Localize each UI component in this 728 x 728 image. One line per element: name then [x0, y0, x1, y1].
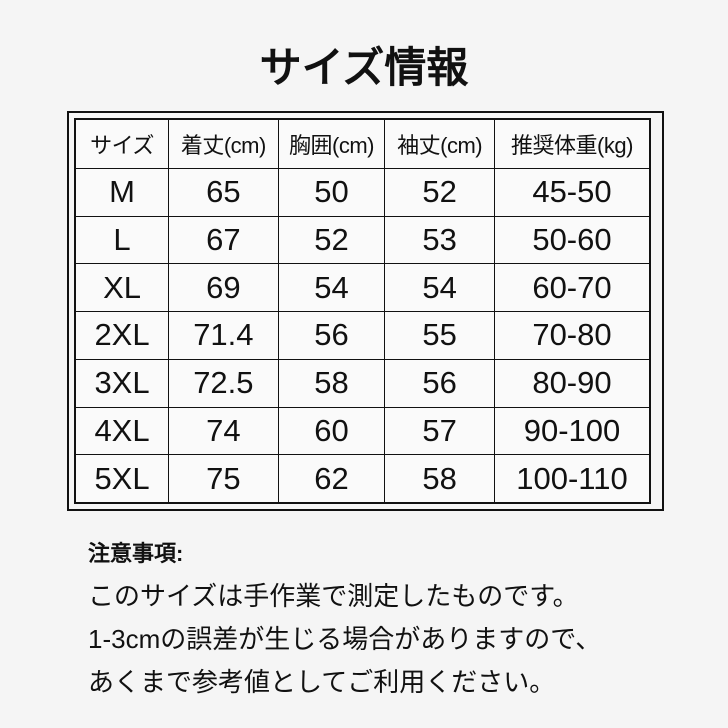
table-cell: 72.5: [168, 358, 279, 408]
table-cell: 56: [277, 311, 386, 360]
table-frame: サイズ 着丈(cm) 胸囲(cm) 袖丈(cm) 推奨体重(kg) M 65 50 52 45-…: [67, 111, 664, 511]
table-cell: 58: [277, 358, 386, 408]
table-cell: 55: [384, 311, 495, 360]
table-cell: 69: [168, 263, 279, 313]
table-cell: 56: [384, 358, 495, 408]
table-cell: XL: [74, 263, 170, 313]
table-cell: M: [74, 168, 170, 217]
table-cell: 50-60: [493, 215, 651, 265]
table-cell: 54: [277, 263, 386, 313]
table-cell: 100-110: [493, 454, 651, 504]
table-cell: 52: [384, 168, 495, 217]
table-cell: 75: [168, 454, 279, 504]
column-header: 袖丈(cm): [384, 118, 495, 169]
table-cell: 65: [168, 168, 279, 217]
table-body: M 65 50 52 45-50 L 67 52 53 50-60 XL 69 54 54 60-70 2XL…: [74, 168, 651, 504]
table-row: M 65 50 52 45-50: [74, 168, 651, 217]
table-row: L 67 52 53 50-60: [74, 215, 651, 265]
table-cell: 2XL: [74, 311, 170, 360]
table-cell: L: [74, 215, 170, 265]
table-cell: 60-70: [493, 263, 651, 313]
table-cell: 3XL: [74, 358, 170, 408]
table-cell: 5XL: [74, 454, 170, 504]
table-cell: 60: [277, 406, 386, 456]
table-cell: 62: [277, 454, 386, 504]
note-line: あくまで参考値としてご利用ください。: [88, 667, 556, 697]
table-cell: 45-50: [493, 168, 651, 217]
header-row: サイズ 着丈(cm) 胸囲(cm) 袖丈(cm) 推奨体重(kg): [74, 118, 651, 169]
column-header: 着丈(cm): [168, 118, 279, 169]
note-line: 1-3cmの誤差が生じる場合がありますので、: [88, 624, 602, 654]
column-header: 推奨体重(kg): [493, 118, 651, 169]
notes-title: 注意事項:: [88, 541, 184, 566]
table-cell: 90-100: [493, 406, 651, 456]
table-cell: 70-80: [493, 311, 651, 360]
table-cell: 74: [168, 406, 279, 456]
table-cell: 80-90: [493, 358, 651, 408]
table-cell: 54: [384, 263, 495, 313]
table-cell: 57: [384, 406, 495, 456]
table-cell: 67: [168, 215, 279, 265]
table-row: 5XL 75 62 58 100-110: [74, 454, 651, 504]
column-header: 胸囲(cm): [277, 118, 386, 169]
notes: 注意事項: このサイズは手作業で測定したものです。 1-3cmの誤差が生じる場合が…: [88, 532, 601, 704]
column-header: サイズ: [74, 118, 170, 169]
table-cell: 58: [384, 454, 495, 504]
size-table: サイズ 着丈(cm) 胸囲(cm) 袖丈(cm) 推奨体重(kg) M 65 50 52 45-…: [74, 118, 651, 504]
table-row: 4XL 74 60 57 90-100: [74, 406, 651, 456]
table-row: 2XL 71.4 56 55 70-80: [74, 311, 651, 360]
table-cell: 52: [277, 215, 386, 265]
table-row: XL 69 54 54 60-70: [74, 263, 651, 313]
table-cell: 4XL: [74, 406, 170, 456]
table-row: 3XL 72.5 58 56 80-90: [74, 358, 651, 408]
table-cell: 71.4: [168, 311, 279, 360]
title: サイズ情報: [259, 44, 469, 91]
table-cell: 50: [277, 168, 386, 217]
note-line: このサイズは手作業で測定したものです。: [88, 581, 579, 611]
table-cell: 53: [384, 215, 495, 265]
